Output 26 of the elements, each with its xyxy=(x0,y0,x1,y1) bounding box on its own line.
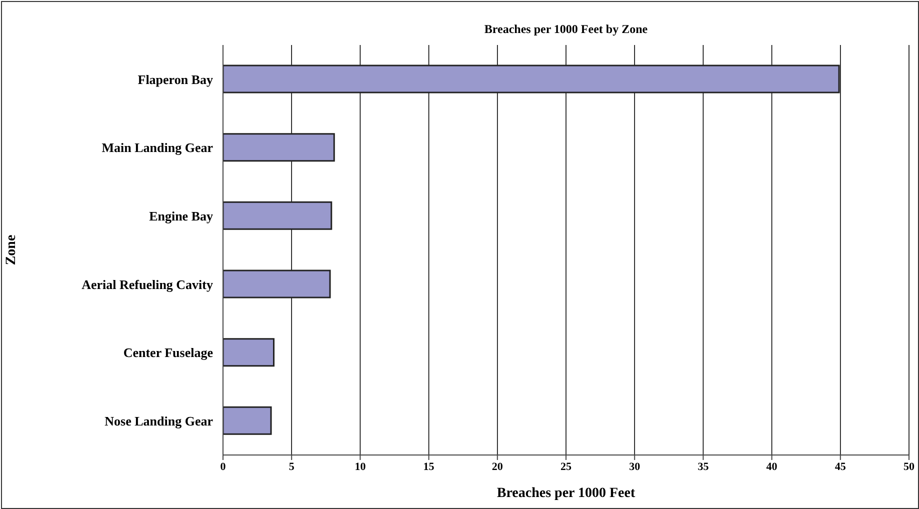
y-tick-label: Center Fuselage xyxy=(123,345,214,360)
y-tick-label: Flaperon Bay xyxy=(138,72,214,87)
y-tick-label: Engine Bay xyxy=(149,208,214,224)
bar xyxy=(223,406,272,435)
y-axis-title: Zone xyxy=(4,234,19,266)
y-tick-label: Main Landing Gear xyxy=(102,140,214,156)
chart-title: Breaches per 1000 Feet by Zone xyxy=(483,22,649,37)
bar xyxy=(223,64,840,94)
x-tick-label: 30 xyxy=(629,460,641,473)
y-tick-label: Aerial Refueling Cavity xyxy=(82,276,214,292)
x-tick-label: 25 xyxy=(560,460,572,473)
x-tick-label: 45 xyxy=(834,460,846,473)
x-tick-label: 20 xyxy=(492,460,504,473)
bar xyxy=(223,338,275,367)
x-axis-title: Breaches per 1000 Feet xyxy=(496,486,636,501)
x-tick-label: 50 xyxy=(904,460,915,473)
x-tick-label: 35 xyxy=(698,460,710,473)
x-tick-label: 5 xyxy=(288,460,295,473)
bar xyxy=(223,270,331,298)
bar xyxy=(223,201,332,230)
x-tick-label: 0 xyxy=(220,460,226,473)
x-tick-label: 15 xyxy=(423,460,435,473)
y-tick-label: Nose Landing Gear xyxy=(104,413,214,428)
bar xyxy=(223,133,335,162)
x-tick-label: 40 xyxy=(766,460,778,473)
x-tick-label: 10 xyxy=(354,460,366,473)
